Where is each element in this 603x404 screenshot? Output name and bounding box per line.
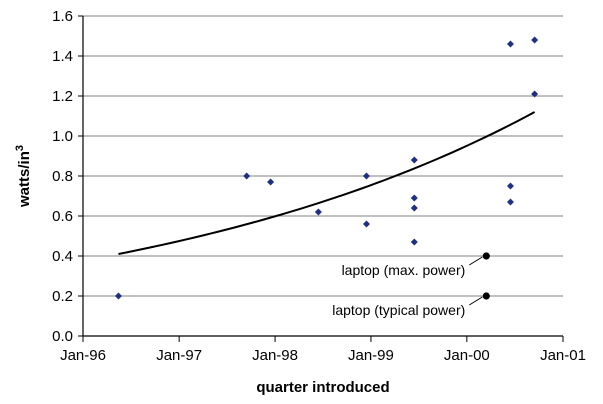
y-tick-label: 0.2 (52, 288, 73, 305)
y-axis-title-base: watts/in (16, 151, 33, 208)
annotations: laptop (max. power) laptop (typical power… (332, 252, 490, 318)
y-axis-title: watts/in3 (14, 145, 33, 208)
trendline (118, 111, 536, 255)
y-axis-ticks: 0.0 0.2 0.4 0.6 0.8 1.0 1.2 1.4 1.6 (52, 8, 83, 345)
data-point (410, 156, 418, 164)
x-tick-label: Jan-99 (348, 347, 394, 364)
y-axis-title-superscript: 3 (14, 145, 26, 151)
data-point (362, 172, 370, 180)
y-tick-label: 1.2 (52, 88, 73, 105)
y-tick-label: 0.6 (52, 208, 73, 225)
data-point (506, 40, 514, 48)
data-point (362, 220, 370, 228)
data-point (506, 198, 514, 206)
x-tick-label: Jan-97 (156, 347, 202, 364)
annotation-leader (469, 256, 483, 266)
y-tick-label: 0.8 (52, 168, 73, 185)
x-axis-title: quarter introduced (256, 379, 389, 396)
data-point (410, 204, 418, 212)
laptop-marker (482, 252, 490, 260)
y-tick-label: 1.0 (52, 128, 73, 145)
x-axis-ticks: Jan-96 Jan-97 Jan-98 Jan-99 Jan-00 Jan-01 (60, 336, 586, 364)
data-point (506, 182, 514, 190)
data-point (410, 194, 418, 202)
x-tick-label: Jan-96 (60, 347, 106, 364)
x-tick-label: Jan-01 (540, 347, 586, 364)
data-point (531, 36, 539, 44)
x-tick-label: Jan-98 (252, 347, 298, 364)
data-points (114, 36, 539, 300)
data-point (410, 238, 418, 246)
annotation-label: laptop (max. power) (342, 262, 466, 278)
data-point (267, 178, 275, 186)
data-point (243, 172, 251, 180)
y-tick-label: 0.0 (52, 328, 73, 345)
gridlines (83, 15, 563, 297)
annotation-label: laptop (typical power) (332, 302, 465, 318)
data-point (314, 208, 322, 216)
x-tick-label: Jan-00 (444, 347, 490, 364)
data-point (531, 90, 539, 98)
data-point (114, 292, 122, 300)
laptop-marker (482, 292, 490, 300)
annotation-leader (469, 296, 483, 306)
y-tick-label: 1.4 (52, 48, 73, 65)
y-tick-label: 1.6 (52, 8, 73, 25)
y-tick-label: 0.4 (52, 248, 73, 265)
